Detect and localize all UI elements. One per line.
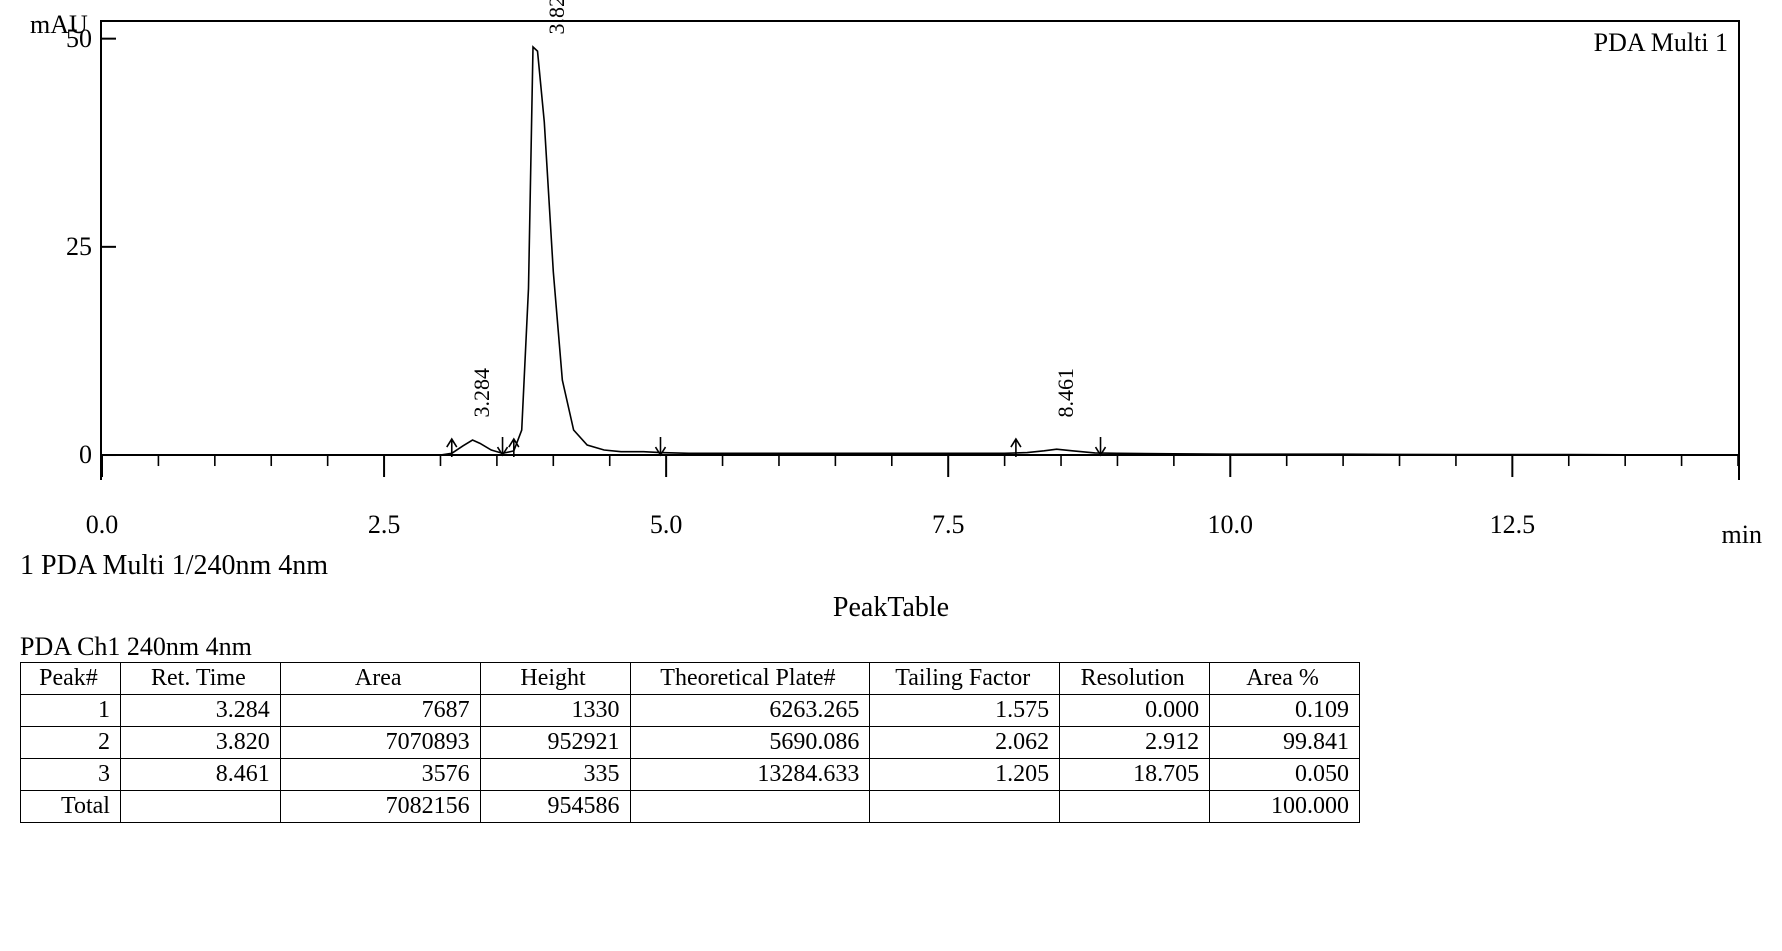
peak-table-body: 13.284768713306263.2651.5750.0000.10923.… — [21, 695, 1360, 823]
table-cell: 18.705 — [1060, 759, 1210, 791]
table-cell: 1.205 — [870, 759, 1060, 791]
table-row: 23.82070708939529215690.0862.0622.91299.… — [21, 727, 1360, 759]
y-tick-label: 50 — [66, 24, 92, 54]
table-cell: 100.000 — [1210, 791, 1360, 823]
table-cell — [630, 791, 870, 823]
table-cell: 2.912 — [1060, 727, 1210, 759]
table-cell: 7070893 — [280, 727, 480, 759]
x-tick-label: 7.5 — [932, 510, 965, 540]
table-row: Total 7082156954586 100.000 — [21, 791, 1360, 823]
peak-table-header-row: Peak#Ret. TimeAreaHeightTheoretical Plat… — [21, 663, 1360, 695]
peak-table-col-header: Peak# — [21, 663, 121, 695]
chromatogram-chart: mAU PDA Multi 1 025500.02.55.07.510.012.… — [100, 20, 1752, 480]
table-cell: 13284.633 — [630, 759, 870, 791]
table-cell: 0.109 — [1210, 695, 1360, 727]
x-tick-label: 2.5 — [368, 510, 401, 540]
table-cell: 954586 — [480, 791, 630, 823]
table-cell: 5690.086 — [630, 727, 870, 759]
plot-svg — [102, 22, 1738, 480]
x-tick-label: 5.0 — [650, 510, 683, 540]
table-cell: 3576 — [280, 759, 480, 791]
table-row: 13.284768713306263.2651.5750.0000.109 — [21, 695, 1360, 727]
table-cell: 1.575 — [870, 695, 1060, 727]
peak-table: Peak#Ret. TimeAreaHeightTheoretical Plat… — [20, 662, 1360, 823]
peak-table-col-header: Theoretical Plate# — [630, 663, 870, 695]
table-cell: 2 — [21, 727, 121, 759]
table-cell: 1 — [21, 695, 121, 727]
table-cell: 7082156 — [280, 791, 480, 823]
table-cell — [120, 791, 280, 823]
table-cell: Total — [21, 791, 121, 823]
table-cell: 2.062 — [870, 727, 1060, 759]
x-tick-label: 0.0 — [86, 510, 119, 540]
peak-table-col-header: Ret. Time — [120, 663, 280, 695]
peak-table-col-header: Tailing Factor — [870, 663, 1060, 695]
peak-label: 8.461 — [1053, 368, 1079, 418]
peak-table-col-header: Height — [480, 663, 630, 695]
x-tick-label: 12.5 — [1490, 510, 1536, 540]
table-cell: 952921 — [480, 727, 630, 759]
peak-label: 3.284 — [469, 368, 495, 418]
table-cell: 7687 — [280, 695, 480, 727]
table-cell: 1330 — [480, 695, 630, 727]
peak-table-col-header: Area % — [1210, 663, 1360, 695]
table-cell: 3.820 — [120, 727, 280, 759]
channel-label: PDA Ch1 240nm 4nm — [20, 632, 1752, 662]
table-cell: 99.841 — [1210, 727, 1360, 759]
table-cell: 6263.265 — [630, 695, 870, 727]
table-cell: 0.050 — [1210, 759, 1360, 791]
y-tick-label: 25 — [66, 232, 92, 262]
table-cell — [870, 791, 1060, 823]
peak-label: 3.820 — [544, 0, 570, 35]
plot-area: PDA Multi 1 025500.02.55.07.510.012.53.2… — [100, 20, 1740, 480]
table-cell: 8.461 — [120, 759, 280, 791]
x-axis-label: min — [1722, 520, 1762, 550]
table-cell: 3 — [21, 759, 121, 791]
table-cell: 335 — [480, 759, 630, 791]
table-cell: 3.284 — [120, 695, 280, 727]
table-cell: 0.000 — [1060, 695, 1210, 727]
channel-summary: 1 PDA Multi 1/240nm 4nm — [20, 550, 1752, 582]
peak-table-col-header: Resolution — [1060, 663, 1210, 695]
table-row: 38.461357633513284.6331.20518.7050.050 — [21, 759, 1360, 791]
x-tick-label: 10.0 — [1208, 510, 1254, 540]
table-title: PeakTable — [30, 592, 1752, 624]
table-cell — [1060, 791, 1210, 823]
y-tick-label: 0 — [79, 440, 92, 470]
peak-table-col-header: Area — [280, 663, 480, 695]
